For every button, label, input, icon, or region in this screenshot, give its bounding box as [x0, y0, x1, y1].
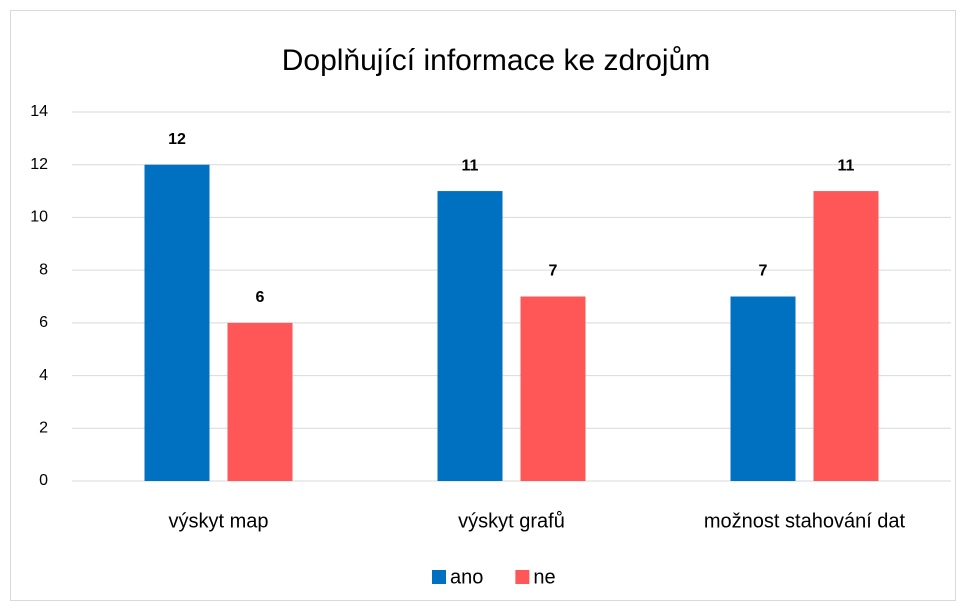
- bar: [144, 164, 210, 481]
- y-tick-label: 0: [39, 472, 48, 489]
- legend-swatch: [432, 570, 446, 584]
- data-label: 11: [838, 157, 855, 174]
- y-tick-label: 8: [39, 261, 48, 278]
- data-label: 6: [256, 289, 265, 306]
- bar: [813, 191, 879, 482]
- chart-title: Doplňující informace ke zdrojům: [282, 44, 711, 77]
- bar: [227, 322, 293, 481]
- y-tick-label: 12: [30, 156, 48, 173]
- bar: [520, 296, 586, 481]
- bar: [730, 296, 796, 481]
- y-tick-label: 6: [39, 314, 48, 331]
- data-label: 7: [549, 263, 558, 280]
- legend-swatch: [515, 570, 530, 584]
- legend-label: ano: [450, 566, 483, 588]
- data-label: 11: [462, 157, 479, 174]
- data-label: 12: [168, 131, 186, 148]
- y-tick-label: 14: [30, 103, 48, 120]
- x-tick-label: výskyt grafů: [458, 510, 565, 532]
- y-tick-label: 4: [39, 367, 48, 384]
- data-label: 7: [759, 263, 768, 280]
- x-tick-label: výskyt map: [168, 510, 268, 532]
- x-tick-label: možnost stahování dat: [704, 510, 906, 532]
- legend-label: ne: [533, 566, 555, 588]
- y-tick-label: 10: [30, 209, 48, 226]
- bar: [437, 191, 503, 482]
- y-tick-label: 2: [39, 420, 48, 437]
